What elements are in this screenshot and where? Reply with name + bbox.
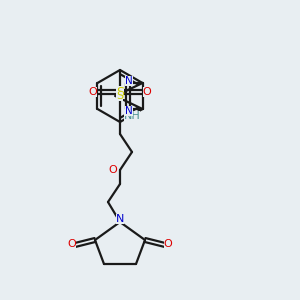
Text: S: S: [116, 91, 123, 101]
Text: O: O: [109, 165, 117, 175]
Text: N: N: [125, 106, 133, 116]
Text: S: S: [116, 85, 124, 98]
Text: O: O: [88, 87, 98, 97]
Text: O: O: [68, 239, 76, 249]
Text: N: N: [125, 76, 133, 86]
Text: O: O: [164, 239, 172, 249]
Text: O: O: [142, 87, 152, 97]
Text: NH: NH: [124, 111, 140, 121]
Text: N: N: [116, 214, 124, 224]
